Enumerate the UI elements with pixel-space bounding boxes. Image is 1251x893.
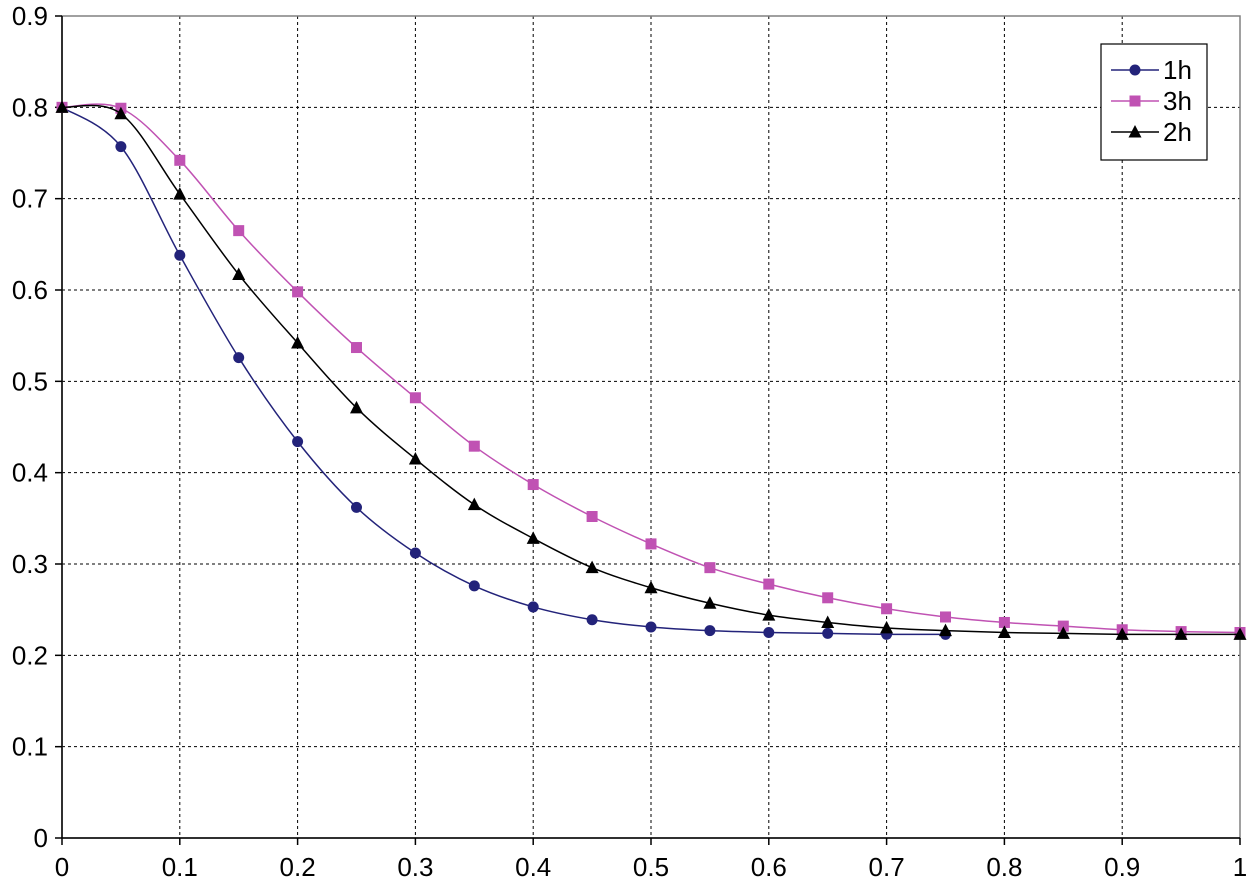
- data-point-1h: [233, 352, 245, 364]
- x-tick-label: 0.7: [869, 852, 905, 882]
- axes: 0 0.1 0.2 0.3 0.4 0.5 0.6 0.7 0.8 0.9 1 0 0.1 0.2 0.3 0…: [12, 1, 1247, 882]
- data-point-3h: [233, 225, 245, 237]
- series-layer: [55, 100, 1247, 640]
- data-point-2h: [55, 100, 69, 113]
- data-point-3h: [822, 592, 834, 604]
- y-tick-label: 0.2: [12, 640, 48, 670]
- x-tick-label: 0.5: [633, 852, 669, 882]
- data-point-1h: [763, 627, 775, 638]
- data-point-2h: [821, 615, 835, 628]
- y-tick-label: 0.5: [12, 366, 48, 396]
- data-point-3h: [586, 511, 598, 523]
- data-point-2h: [1056, 626, 1070, 639]
- data-point-3h: [527, 479, 539, 491]
- series-line-3h: [61, 103, 1241, 634]
- x-tick-label: 0.1: [162, 852, 198, 882]
- y-tick-label: 0.8: [12, 92, 48, 122]
- legend-item-2h: 2h: [1111, 117, 1192, 147]
- data-point-1h: [174, 249, 186, 261]
- data-point-2h: [114, 106, 128, 120]
- data-point-1h: [115, 141, 127, 153]
- data-point-3h: [645, 538, 657, 550]
- legend-marker: [1129, 64, 1141, 76]
- data-point-2h: [1233, 627, 1247, 640]
- data-point-1h: [822, 627, 834, 639]
- x-tick-label: 0.4: [515, 852, 551, 882]
- data-point-2h: [997, 625, 1011, 638]
- y-tick-label: 0.9: [12, 1, 48, 31]
- data-point-1h: [351, 501, 362, 513]
- series-line-1h: [61, 106, 946, 636]
- data-point-1h: [645, 621, 657, 633]
- x-tick-label: 0.8: [986, 852, 1022, 882]
- data-point-2h: [762, 608, 776, 621]
- grid-lines: [62, 16, 1240, 838]
- series-1h: [56, 101, 951, 640]
- data-point-2h: [291, 335, 305, 349]
- legend-item-3h: 3h: [1111, 86, 1192, 116]
- data-point-2h: [173, 187, 187, 200]
- x-tick-label: 0.9: [1104, 852, 1140, 882]
- x-tick-label: 0.6: [751, 852, 787, 882]
- x-tick-label: 0.3: [397, 852, 433, 882]
- data-point-2h: [880, 620, 894, 634]
- x-tick-label: 0.2: [280, 852, 316, 882]
- data-point-1h: [586, 614, 598, 626]
- data-point-3h: [881, 603, 893, 615]
- data-point-3h: [704, 562, 716, 574]
- legend-marker: [1129, 95, 1141, 107]
- y-tick-label: 0.4: [12, 458, 48, 488]
- data-point-2h: [467, 497, 481, 511]
- legend-label: 1h: [1163, 55, 1192, 85]
- y-tick-label: 0.1: [12, 732, 48, 762]
- data-point-3h: [940, 611, 951, 623]
- data-point-1h: [704, 625, 716, 637]
- data-point-3h: [998, 616, 1010, 628]
- data-point-2h: [703, 596, 717, 609]
- data-point-1h: [292, 436, 304, 448]
- data-point-2h: [585, 560, 599, 574]
- data-point-2h: [408, 451, 422, 465]
- data-point-3h: [763, 578, 775, 590]
- y-tick-label: 0.7: [12, 184, 48, 214]
- x-tick-label: 0: [55, 852, 69, 882]
- data-point-2h: [232, 267, 246, 280]
- data-point-3h: [292, 286, 304, 298]
- data-point-2h: [1174, 627, 1188, 640]
- legend-label: 3h: [1163, 86, 1192, 116]
- data-point-2h: [1115, 627, 1129, 640]
- data-point-3h: [1057, 620, 1069, 632]
- data-point-1h: [468, 580, 480, 592]
- legend-marker: [1128, 125, 1142, 138]
- y-tick-label: 0.6: [12, 275, 48, 305]
- data-point-2h: [350, 400, 363, 414]
- data-point-3h: [409, 392, 421, 404]
- data-point-2h: [939, 623, 952, 637]
- data-point-3h: [351, 342, 362, 354]
- legend-item-1h: 1h: [1111, 55, 1192, 85]
- x-tick-label: 1: [1233, 852, 1247, 882]
- data-point-2h: [644, 580, 658, 594]
- data-point-1h: [409, 547, 421, 559]
- data-point-3h: [174, 154, 186, 166]
- legend-label: 2h: [1163, 117, 1192, 147]
- data-point-1h: [527, 601, 539, 613]
- data-point-2h: [526, 531, 540, 544]
- data-point-3h: [468, 440, 480, 452]
- y-tick-label: 0.3: [12, 549, 48, 579]
- series-2h: [55, 100, 1247, 640]
- legend-box: [1100, 43, 1208, 161]
- y-tick-label: 0: [34, 823, 48, 853]
